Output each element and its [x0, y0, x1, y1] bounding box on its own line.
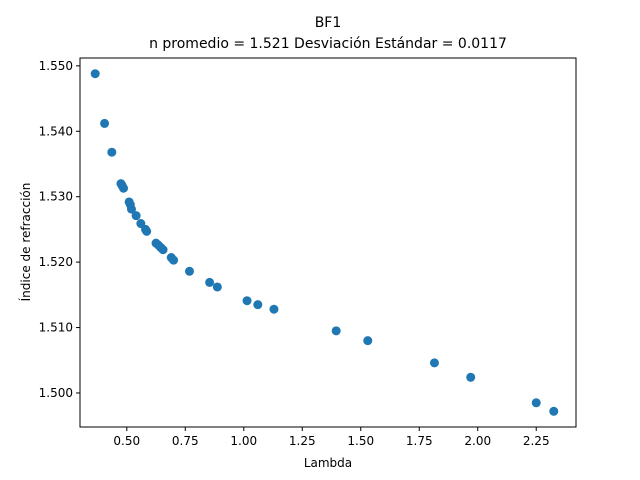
data-point — [100, 118, 110, 128]
data-point — [90, 69, 100, 79]
y-tick-label: 1.520 — [39, 255, 73, 269]
data-point — [363, 336, 373, 346]
y-axis-ticks: 1.500 1.510 1.520 1.530 1.540 1.550 — [39, 59, 80, 400]
data-point — [169, 255, 179, 265]
data-point — [131, 211, 141, 221]
data-point — [205, 277, 215, 287]
data-point — [253, 300, 263, 310]
y-tick-label: 1.530 — [39, 190, 73, 204]
y-tick-label: 1.550 — [39, 59, 73, 73]
data-point — [466, 372, 476, 382]
chart-subtitle: n promedio = 1.521 Desviación Estándar =… — [149, 36, 507, 52]
data-point — [549, 406, 559, 416]
data-point — [331, 326, 341, 336]
x-tick-label: 1.25 — [289, 434, 316, 448]
data-points — [90, 69, 559, 416]
x-tick-label: 2.25 — [523, 434, 550, 448]
data-point — [212, 282, 222, 292]
data-point — [119, 183, 129, 193]
plot-frame — [79, 57, 577, 428]
y-axis-label: Índice de refracción — [18, 183, 33, 302]
data-point — [531, 398, 541, 408]
data-point — [184, 266, 194, 276]
data-point — [142, 226, 152, 236]
x-axis-ticks: 0.50 0.75 1.00 1.25 1.50 1.75 2.00 2.25 — [113, 427, 550, 448]
data-point — [107, 147, 117, 157]
data-point — [269, 304, 279, 314]
data-point — [158, 245, 168, 255]
x-axis-label: Lambda — [304, 456, 352, 470]
chart-title: BF1 — [315, 15, 342, 31]
y-tick-label: 1.540 — [39, 124, 73, 138]
x-tick-label: 1.75 — [406, 434, 433, 448]
x-tick-label: 1.00 — [230, 434, 257, 448]
data-point — [429, 358, 439, 368]
x-tick-label: 0.50 — [113, 434, 140, 448]
x-tick-label: 2.00 — [464, 434, 491, 448]
data-point — [126, 204, 136, 214]
y-tick-label: 1.500 — [39, 386, 73, 400]
data-point — [242, 296, 252, 306]
x-tick-label: 0.75 — [172, 434, 199, 448]
y-tick-label: 1.510 — [39, 321, 73, 335]
x-tick-label: 1.50 — [347, 434, 374, 448]
